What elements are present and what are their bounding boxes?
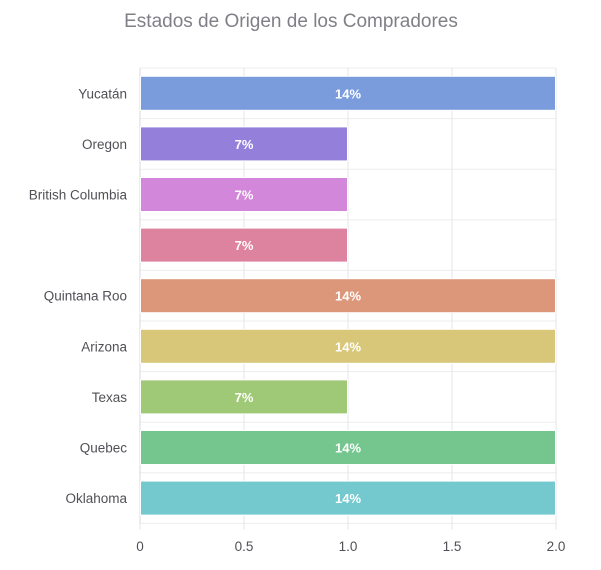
- x-tick-label: 2.0: [547, 539, 566, 554]
- data-label: 7%: [235, 137, 254, 152]
- category-label: Texas: [92, 390, 128, 405]
- category-label: Arizona: [81, 339, 127, 354]
- data-label: 7%: [235, 390, 254, 405]
- category-label: British Columbia: [29, 188, 128, 203]
- category-label: Quintana Roo: [44, 289, 127, 304]
- x-tick-label: 0: [136, 539, 144, 554]
- category-label: Yucatán: [78, 86, 127, 101]
- chart-title: Estados de Origen de los Compradores: [124, 11, 458, 32]
- data-label: 7%: [235, 188, 254, 203]
- category-label: Oregon: [82, 137, 127, 152]
- bar: [140, 126, 348, 162]
- bar: [140, 430, 556, 465]
- data-label: 14%: [335, 86, 361, 101]
- bar: [140, 75, 556, 111]
- category-labels: Yucatán Oregon British Columbia Quintana Ro…: [29, 86, 128, 506]
- bar: [140, 480, 556, 516]
- bar: [140, 328, 556, 364]
- category-label: Oklahoma: [65, 491, 127, 506]
- x-tick-label: 1.5: [443, 539, 462, 554]
- x-tick-label: 1.0: [339, 539, 358, 554]
- category-label: Quebec: [80, 441, 128, 456]
- bar: [140, 177, 348, 212]
- bars: 14% 7% 7% 7% 14% 14% 7% 14% 14%: [140, 75, 556, 516]
- bar: [140, 227, 348, 263]
- x-axis-ticks: 0 0.5 1.0 1.5 2.0: [136, 539, 565, 554]
- data-label: 14%: [335, 441, 361, 456]
- x-tick-label: 0.5: [235, 539, 254, 554]
- data-label: 14%: [335, 491, 361, 506]
- data-label: 14%: [335, 339, 361, 354]
- data-label: 14%: [335, 289, 361, 304]
- bar: [140, 278, 556, 314]
- bar: [140, 379, 348, 415]
- data-label: 7%: [235, 238, 254, 253]
